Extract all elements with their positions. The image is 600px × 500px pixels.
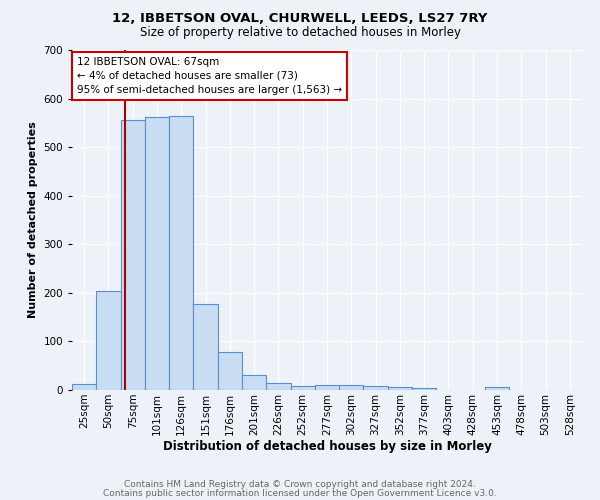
Bar — [290, 386, 315, 390]
Bar — [315, 385, 339, 390]
Y-axis label: Number of detached properties: Number of detached properties — [28, 122, 38, 318]
Bar — [169, 116, 193, 390]
Bar — [388, 386, 412, 390]
Bar — [121, 120, 145, 390]
Bar — [266, 383, 290, 390]
Bar — [218, 352, 242, 390]
Bar — [72, 384, 96, 390]
Bar — [412, 388, 436, 390]
Text: Contains HM Land Registry data © Crown copyright and database right 2024.: Contains HM Land Registry data © Crown c… — [124, 480, 476, 489]
Bar — [145, 117, 169, 390]
Bar — [485, 387, 509, 390]
Bar — [96, 291, 121, 390]
Text: Contains public sector information licensed under the Open Government Licence v3: Contains public sector information licen… — [103, 488, 497, 498]
X-axis label: Distribution of detached houses by size in Morley: Distribution of detached houses by size … — [163, 440, 491, 454]
Bar — [339, 385, 364, 390]
Text: Size of property relative to detached houses in Morley: Size of property relative to detached ho… — [139, 26, 461, 39]
Bar — [364, 386, 388, 390]
Bar — [242, 376, 266, 390]
Text: 12, IBBETSON OVAL, CHURWELL, LEEDS, LS27 7RY: 12, IBBETSON OVAL, CHURWELL, LEEDS, LS27… — [112, 12, 488, 26]
Text: 12 IBBETSON OVAL: 67sqm
← 4% of detached houses are smaller (73)
95% of semi-det: 12 IBBETSON OVAL: 67sqm ← 4% of detached… — [77, 57, 342, 95]
Bar — [193, 304, 218, 390]
